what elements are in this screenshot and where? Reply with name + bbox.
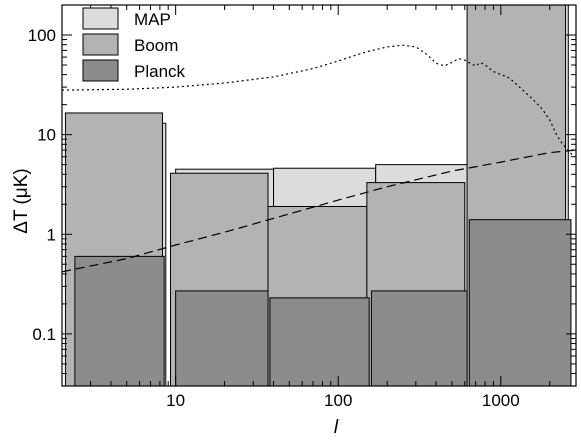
planck-bar-3 — [269, 297, 370, 386]
plot-frame — [61, 4, 577, 387]
legend-swatch-map — [82, 7, 119, 30]
y-tick-label: 100 — [28, 26, 56, 45]
y-axis-title: ΔT (μK) — [11, 168, 32, 234]
planck-bar-5 — [468, 219, 572, 386]
y-tick-label: 10 — [37, 126, 56, 145]
y-tick-label: 1 — [47, 225, 56, 244]
planck-bar-4 — [370, 290, 468, 386]
dashed-curve — [62, 149, 576, 273]
curves-layer — [62, 44, 576, 273]
dotted-curve — [62, 44, 574, 158]
y-tick-label: 0.1 — [32, 325, 56, 344]
legend: MAP Boom Planck — [82, 7, 186, 82]
x-axis-title: l — [334, 417, 339, 438]
legend-label-planck: Planck — [134, 62, 186, 81]
legend-label-map: MAP — [134, 10, 171, 29]
legend-label-boom: Boom — [134, 36, 178, 55]
planck-bar-2 — [175, 290, 269, 386]
x-tick-label: 1000 — [482, 391, 520, 410]
x-tick-label: 10 — [166, 391, 185, 410]
x-tick-label: 100 — [324, 391, 352, 410]
planck-bar-1 — [74, 255, 165, 386]
legend-swatch-planck — [82, 59, 119, 82]
ticks-layer: 10 100 1000 0.1 1 10 100 — [28, 4, 576, 410]
legend-swatch-boom — [82, 33, 119, 56]
